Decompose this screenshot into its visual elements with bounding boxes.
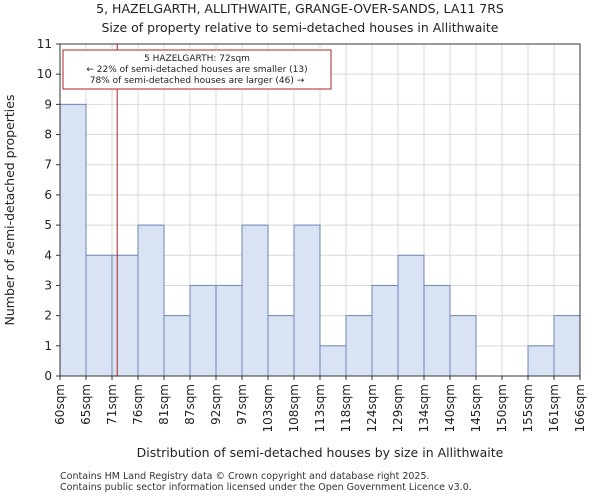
x-tick-label: 113sqm: [313, 384, 327, 432]
y-tick-label: 0: [44, 369, 52, 383]
y-tick-label: 8: [44, 128, 52, 142]
x-tick-label: 87sqm: [183, 384, 197, 425]
x-tick-label: 71sqm: [105, 384, 119, 425]
chart-subtitle: Size of property relative to semi-detach…: [101, 20, 498, 35]
y-tick-label: 6: [44, 188, 52, 202]
y-tick-label: 3: [44, 278, 52, 292]
bar: [137, 224, 165, 377]
footer-copyright: Contains HM Land Registry data © Crown c…: [60, 471, 430, 482]
y-tick-label: 2: [44, 309, 52, 323]
y-axis-ticks: 0 1 2 3 4 5 6 7 8 9 10 11: [37, 37, 60, 383]
chart-title: 5, HAZELGARTH, ALLITHWAITE, GRANGE-OVER-…: [96, 1, 504, 16]
bar: [189, 284, 217, 377]
x-tick-label: 60sqm: [53, 384, 67, 425]
x-tick-label: 150sqm: [495, 384, 509, 432]
bar: [267, 315, 295, 377]
x-tick-label: 92sqm: [209, 384, 223, 425]
bar: [345, 315, 373, 377]
y-tick-label: 9: [44, 97, 52, 111]
bar: [215, 284, 243, 377]
x-tick-label: 108sqm: [287, 384, 301, 432]
bar: [527, 345, 555, 377]
x-tick-label: 161sqm: [547, 384, 561, 432]
x-tick-label: 155sqm: [521, 384, 535, 432]
x-tick-label: 166sqm: [573, 384, 587, 432]
bar: [163, 315, 191, 377]
bar: [553, 315, 581, 377]
bar: [423, 284, 451, 377]
bar: [59, 103, 87, 377]
x-tick-label: 103sqm: [261, 384, 275, 432]
x-tick-label: 65sqm: [79, 384, 93, 425]
annotation-box: 5 HAZELGARTH: 72sqm ← 22% of semi-detach…: [62, 49, 332, 90]
annotation-line-2: ← 22% of semi-detached houses are smalle…: [86, 65, 307, 75]
y-tick-label: 1: [44, 339, 52, 353]
y-tick-label: 7: [44, 158, 52, 172]
x-tick-label: 145sqm: [469, 384, 483, 432]
bar: [85, 254, 113, 377]
bar: [241, 224, 269, 377]
y-tick-label: 4: [44, 248, 52, 262]
bar: [397, 254, 425, 377]
bar: [449, 315, 477, 377]
bars: [59, 103, 581, 377]
bar: [319, 345, 347, 377]
x-axis-label: Distribution of semi-detached houses by …: [137, 445, 504, 460]
y-tick-label: 11: [37, 37, 52, 51]
bar: [111, 254, 139, 377]
x-tick-label: 134sqm: [417, 384, 431, 432]
bar: [293, 224, 321, 377]
y-axis-label: Number of semi-detached properties: [2, 95, 17, 326]
x-tick-label: 97sqm: [235, 384, 249, 425]
x-tick-label: 76sqm: [131, 384, 145, 425]
x-axis-ticks: 60sqm 65sqm 71sqm 76sqm 81sqm 87sqm 92sqm 97sqm…: [53, 376, 587, 432]
annotation-frame: [62, 49, 332, 90]
x-tick-label: 124sqm: [365, 384, 379, 432]
bar: [371, 284, 399, 377]
annotation-line-3: 78% of semi-detached houses are larger (…: [90, 76, 305, 86]
y-tick-label: 5: [44, 218, 52, 232]
x-tick-label: 81sqm: [157, 384, 171, 425]
y-tick-label: 10: [37, 67, 52, 81]
x-tick-label: 118sqm: [339, 384, 353, 432]
footer-licence: Contains public sector information licen…: [60, 482, 472, 493]
x-tick-label: 129sqm: [391, 384, 405, 432]
annotation-line-1: 5 HAZELGARTH: 72sqm: [144, 54, 250, 64]
x-tick-label: 140sqm: [443, 384, 457, 432]
